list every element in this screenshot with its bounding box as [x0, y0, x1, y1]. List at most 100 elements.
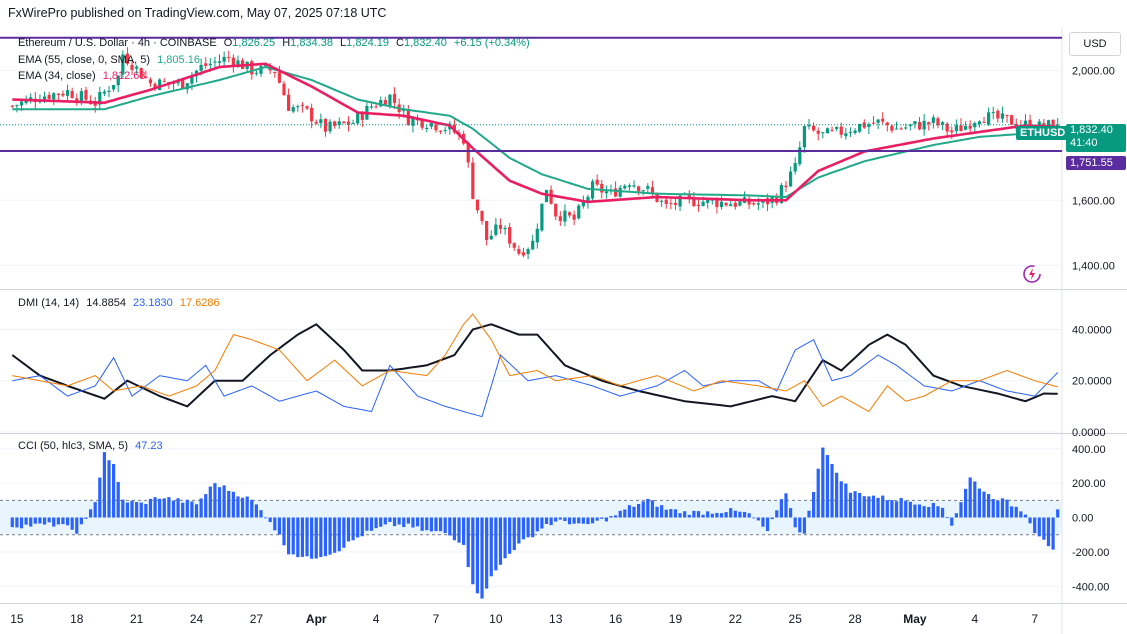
cci-bar: [402, 517, 406, 528]
candle-body: [503, 227, 507, 230]
cci-bar: [581, 517, 585, 524]
cci-bar: [871, 495, 876, 518]
cci-bar: [521, 517, 526, 540]
candle-body: [121, 54, 125, 75]
candle-body: [263, 65, 268, 67]
cci-bar: [300, 517, 305, 557]
candle-body: [821, 132, 825, 134]
ema55-label: EMA (55, close, 0, SMA, 5): [18, 54, 151, 66]
candle-body: [793, 163, 797, 172]
candle-body: [438, 130, 443, 132]
price-grid: [0, 69, 1062, 587]
cci-bar: [462, 517, 466, 545]
candle-body: [719, 201, 724, 208]
cci-bar: [673, 509, 678, 518]
candle-body: [756, 203, 760, 205]
candle-body: [144, 76, 148, 78]
ticker-badge: ETHUSD: [1016, 126, 1070, 140]
candles[interactable]: [10, 47, 1060, 260]
lightning-icon[interactable]: [1021, 263, 1043, 285]
cci-legend[interactable]: CCI (50, hlc3, SMA, 5) 47.23: [18, 440, 167, 452]
cci-bar: [890, 500, 894, 518]
cci-bar: [38, 517, 42, 524]
candle-body: [913, 121, 917, 125]
cci-bar: [291, 517, 295, 555]
candle-body: [848, 132, 853, 134]
candle-body: [950, 130, 954, 133]
candle-body: [374, 106, 378, 108]
candle-body: [356, 113, 360, 124]
cci-bar: [1023, 514, 1028, 518]
ema55-legend[interactable]: EMA (55, close, 0, SMA, 5) 1,805.16: [18, 54, 204, 66]
cci-bar: [480, 517, 484, 599]
cci-bar: [369, 517, 374, 531]
cci-bar: [876, 497, 880, 518]
candle-body: [927, 122, 931, 124]
candle-body: [153, 83, 157, 89]
cci-bar: [153, 497, 157, 518]
candle-body: [79, 91, 83, 102]
candle-body: [526, 249, 530, 254]
candle-body: [535, 228, 539, 243]
candle-body: [305, 106, 309, 109]
candle-body: [125, 53, 130, 64]
candle-body: [443, 129, 447, 131]
candle-body: [531, 240, 535, 250]
candle-body: [98, 92, 102, 105]
adx-value: 14.8854: [86, 297, 126, 309]
horizontal-levels[interactable]: [0, 36, 1062, 152]
cci-bar: [268, 517, 272, 523]
cci-bar: [443, 517, 447, 534]
candle-body: [10, 105, 14, 107]
cci-bar: [687, 514, 691, 518]
y-tick-label: 0.0000: [1072, 427, 1106, 439]
candle-body: [899, 128, 903, 130]
cci-bar: [254, 504, 258, 518]
candle-body: [982, 121, 986, 123]
candle-body: [56, 93, 60, 95]
cci-bar: [130, 500, 134, 518]
cci-bar: [240, 497, 245, 518]
y-tick-label: 20.0000: [1072, 376, 1112, 388]
candle-body: [940, 122, 945, 125]
ohlc-open: O1,826.25: [223, 37, 276, 49]
candle-body: [613, 188, 618, 197]
candle-body: [351, 122, 355, 124]
cci-bar: [503, 517, 507, 559]
cci-bar: [475, 517, 480, 594]
cci-bar: [323, 517, 328, 557]
cci-bar: [360, 517, 364, 537]
x-tick-label: May: [903, 612, 927, 626]
cci-bar: [963, 488, 968, 518]
cci-bar: [65, 517, 70, 526]
cci-bar: [650, 500, 655, 518]
dmi-legend[interactable]: DMI (14, 14) 14.8854 23.1830 17.6286: [18, 297, 224, 309]
cci-bar: [438, 517, 443, 532]
candle-body: [996, 110, 1000, 119]
candle-body: [752, 203, 756, 205]
cci-bar: [609, 516, 613, 518]
cci-bar: [996, 500, 1000, 518]
candle-body: [844, 133, 848, 137]
x-tick-label: 7: [1031, 612, 1038, 626]
cci-bar: [171, 500, 176, 518]
y-tick-label: 1,400.00: [1072, 260, 1115, 272]
cci-bar: [641, 501, 645, 518]
cci-bar: [15, 517, 19, 528]
candle-body: [199, 64, 203, 71]
cci-bar: [733, 510, 737, 518]
publisher-header: FxWirePro published on TradingView.com, …: [8, 6, 387, 20]
candle-body: [259, 65, 263, 74]
currency-button[interactable]: USD: [1069, 32, 1121, 56]
candle-body: [494, 224, 498, 235]
candle-body: [673, 202, 678, 205]
cci-bar: [664, 509, 668, 518]
cci-bar: [181, 502, 185, 518]
cci-bar: [162, 498, 166, 518]
candle-body: [696, 204, 701, 207]
candle-body: [277, 72, 282, 83]
candle-body: [222, 56, 226, 62]
cci-bar: [208, 486, 212, 518]
ema34-legend[interactable]: EMA (34, close) 1,812.63: [18, 70, 150, 82]
y-tick-label: -400.00: [1072, 581, 1109, 593]
